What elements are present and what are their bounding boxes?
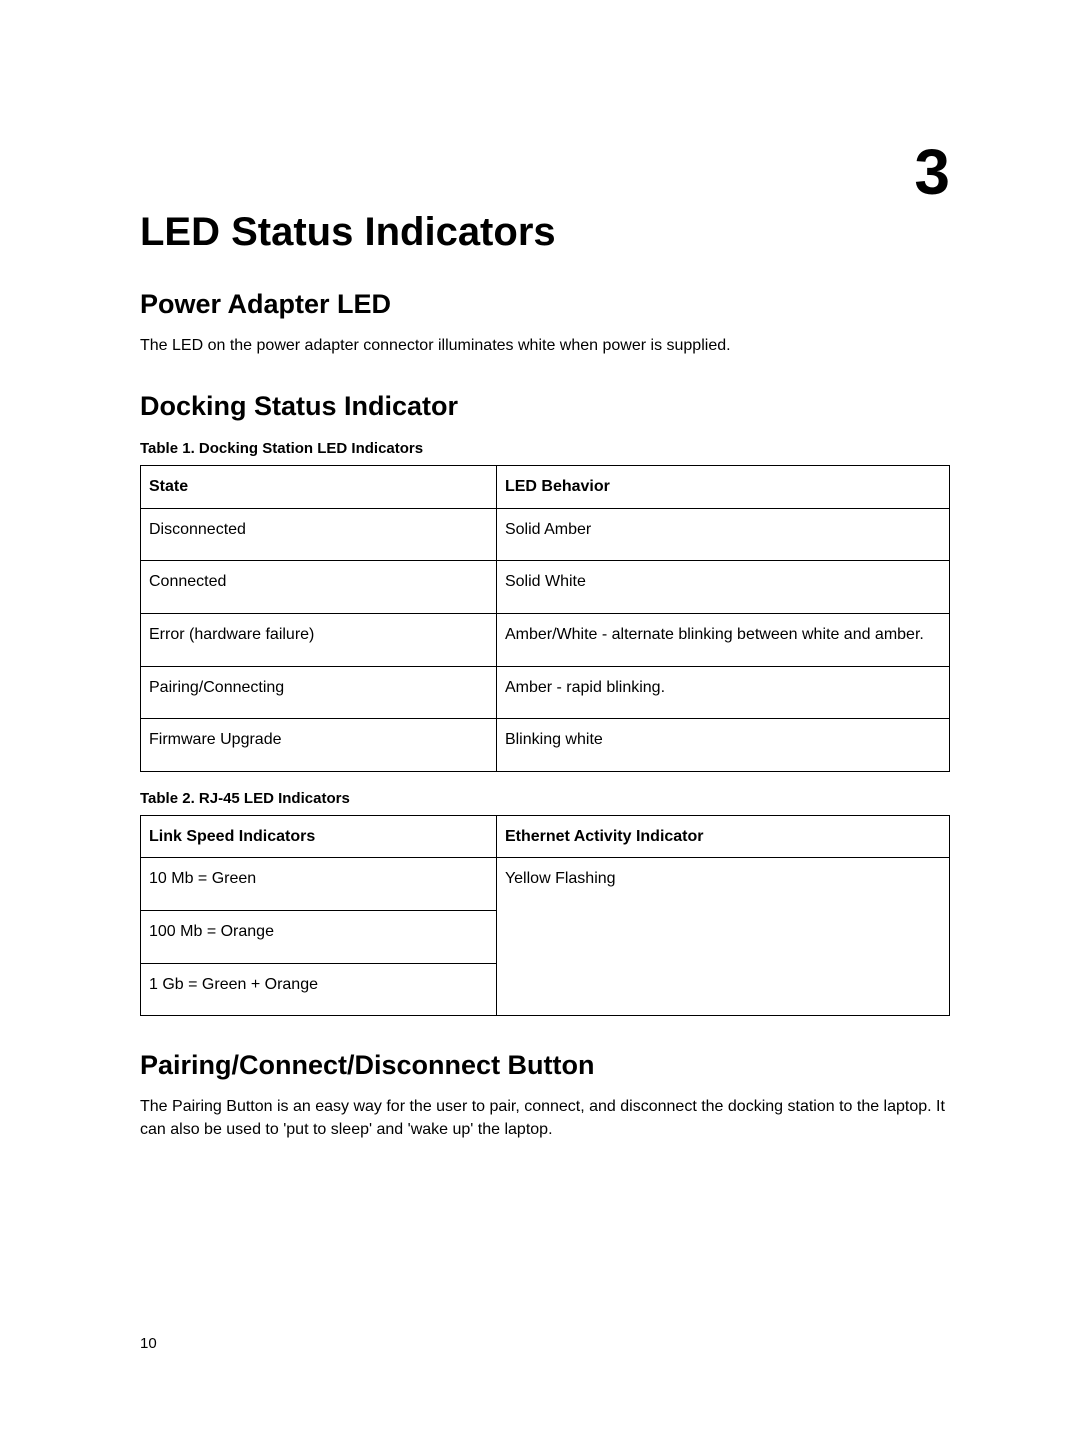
section-heading-pairing-button: Pairing/Connect/Disconnect Button <box>140 1050 950 1081</box>
section-heading-docking-status: Docking Status Indicator <box>140 391 950 422</box>
table-cell: Yellow Flashing <box>496 858 949 1016</box>
table-row: 10 Mb = GreenYellow Flashing <box>141 858 950 911</box>
table-cell: Disconnected <box>141 508 497 561</box>
table-cell: Firmware Upgrade <box>141 719 497 772</box>
table-cell: 100 Mb = Orange <box>141 910 497 963</box>
table-cell: Blinking white <box>496 719 949 772</box>
page-number: 10 <box>140 1335 157 1352</box>
table-header: State <box>141 466 497 509</box>
section-heading-power-adapter: Power Adapter LED <box>140 289 950 320</box>
table-cell: Solid Amber <box>496 508 949 561</box>
document-page: 3 LED Status Indicators Power Adapter LE… <box>0 0 1080 1434</box>
table-header: Ethernet Activity Indicator <box>496 815 949 858</box>
table-cell: Amber/White - alternate blinking between… <box>496 613 949 666</box>
table-row: DisconnectedSolid Amber <box>141 508 950 561</box>
table-row: Error (hardware failure)Amber/White - al… <box>141 613 950 666</box>
table-cell: Connected <box>141 561 497 614</box>
table-cell: Amber - rapid blinking. <box>496 666 949 719</box>
table-header: LED Behavior <box>496 466 949 509</box>
page-title: LED Status Indicators <box>140 210 950 255</box>
table-cell: Error (hardware failure) <box>141 613 497 666</box>
table-row: Firmware UpgradeBlinking white <box>141 719 950 772</box>
chapter-number: 3 <box>914 140 950 204</box>
table-caption: Table 1. Docking Station LED Indicators <box>140 440 950 457</box>
body-text: The Pairing Button is an easy way for th… <box>140 1095 950 1141</box>
table-caption: Table 2. RJ-45 LED Indicators <box>140 790 950 807</box>
table-cell: 10 Mb = Green <box>141 858 497 911</box>
table-cell: Solid White <box>496 561 949 614</box>
table-header: Link Speed Indicators <box>141 815 497 858</box>
rj45-led-table: Link Speed Indicators Ethernet Activity … <box>140 815 950 1016</box>
table-row: ConnectedSolid White <box>141 561 950 614</box>
body-text: The LED on the power adapter connector i… <box>140 334 950 357</box>
table-row: Pairing/ConnectingAmber - rapid blinking… <box>141 666 950 719</box>
table-cell: 1 Gb = Green + Orange <box>141 963 497 1016</box>
docking-led-table: State LED Behavior DisconnectedSolid Amb… <box>140 465 950 772</box>
table-cell: Pairing/Connecting <box>141 666 497 719</box>
